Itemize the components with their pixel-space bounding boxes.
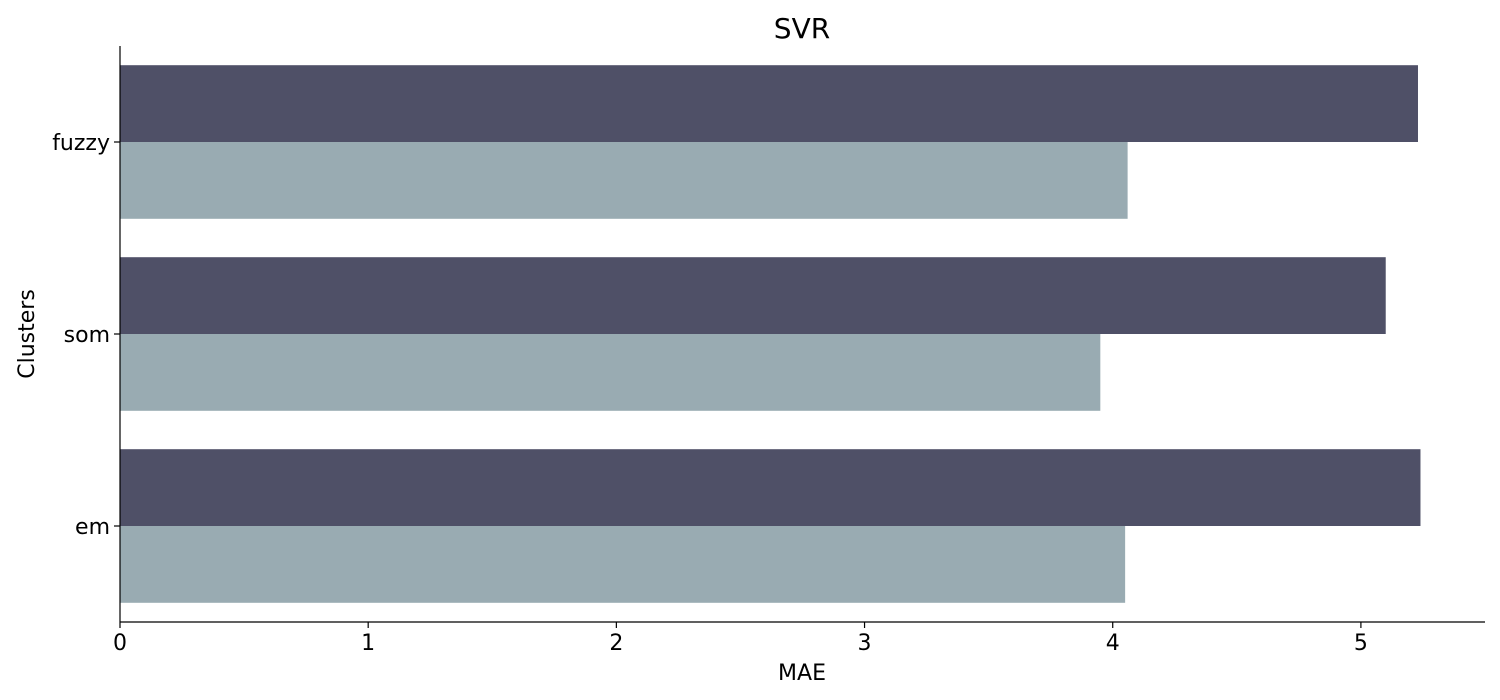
x-tick-label-0: 0 xyxy=(113,631,127,656)
x-tick-label-4: 4 xyxy=(1106,631,1120,656)
bars xyxy=(120,65,1421,603)
x-tick-label-2: 2 xyxy=(609,631,623,656)
bar-em-series-1 xyxy=(120,449,1421,526)
bar-em-series-2 xyxy=(120,526,1126,603)
x-ticks: 0 1 2 3 4 5 xyxy=(113,622,1368,656)
y-ticks: fuzzy som em xyxy=(52,131,120,540)
y-tick-label-som: som xyxy=(64,323,110,348)
x-tick-label-1: 1 xyxy=(361,631,375,656)
y-axis-label: Clusters xyxy=(15,289,40,379)
bar-fuzzy-series-1 xyxy=(120,65,1418,142)
bar-fuzzy-series-2 xyxy=(120,142,1128,219)
bar-som-series-1 xyxy=(120,257,1386,334)
x-tick-label-5: 5 xyxy=(1354,631,1368,656)
chart-title: SVR xyxy=(774,12,830,45)
x-axis-label: MAE xyxy=(778,661,826,686)
bar-som-series-2 xyxy=(120,334,1101,411)
x-tick-label-3: 3 xyxy=(858,631,872,656)
y-tick-label-fuzzy: fuzzy xyxy=(52,131,110,156)
y-tick-label-em: em xyxy=(75,515,110,540)
